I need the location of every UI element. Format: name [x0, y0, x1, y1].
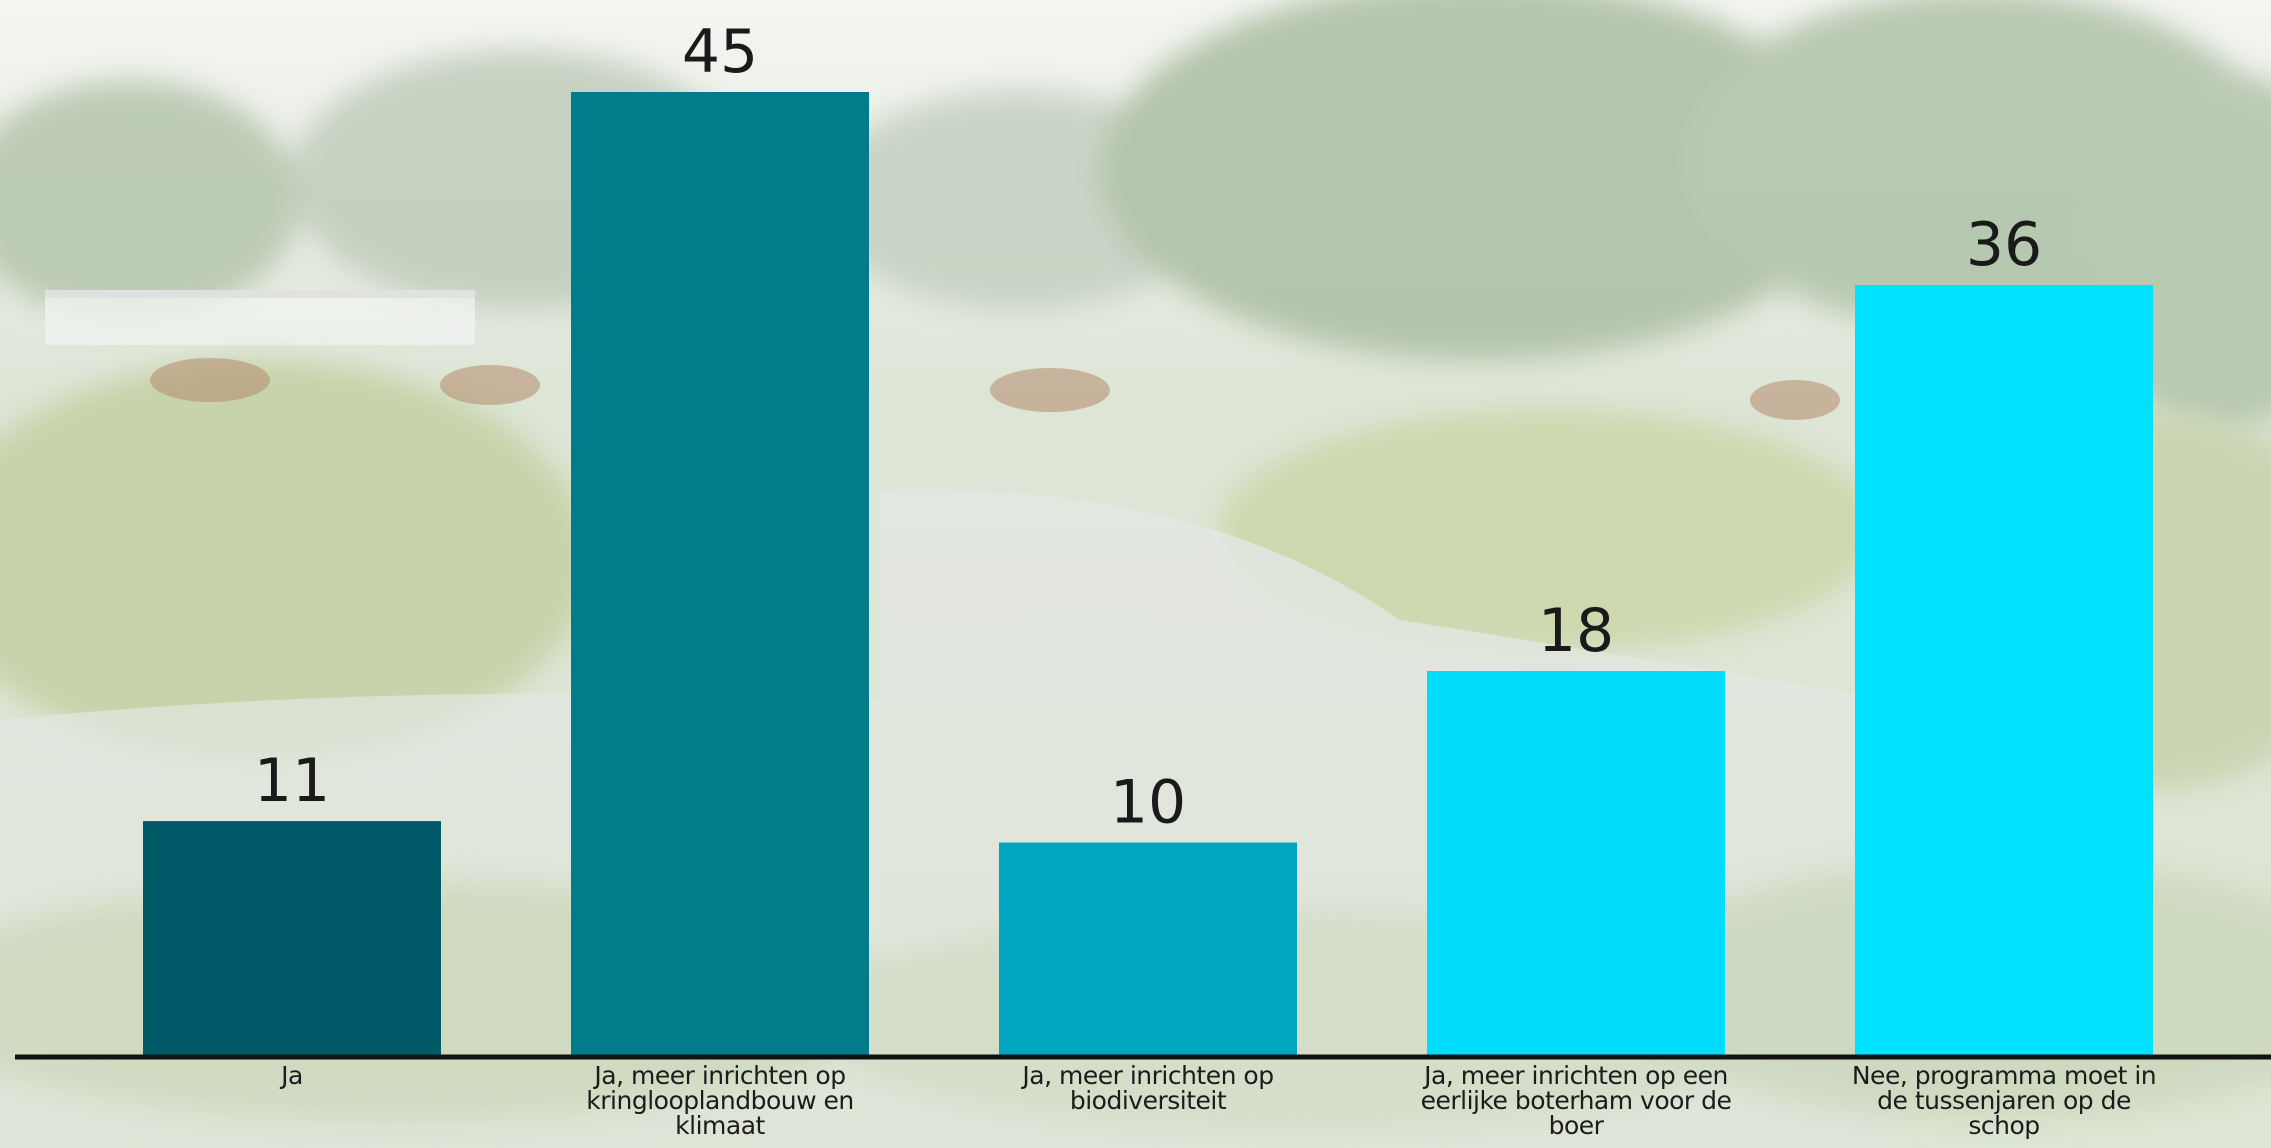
bar-3: [999, 842, 1297, 1057]
category-label-5: Nee, programma moet in de tussenjaren op…: [1851, 1061, 2157, 1140]
category-label-3: Ja, meer inrichten op biodiversiteit: [1022, 1061, 1274, 1115]
bars-layer: [143, 92, 2153, 1057]
value-label-4: 18: [1538, 596, 1614, 666]
category-label-2: Ja, meer inrichten op kringlooplandbouw …: [586, 1061, 854, 1140]
category-label-1: Ja: [281, 1061, 303, 1090]
category-label-4: Ja, meer inrichten op een eerlijke boter…: [1420, 1061, 1732, 1140]
bar-5: [1855, 285, 2153, 1057]
value-label-5: 36: [1966, 210, 2042, 280]
bar-2: [571, 92, 869, 1057]
bar-1: [143, 821, 441, 1057]
bar-4: [1427, 671, 1725, 1057]
value-label-3: 10: [1110, 768, 1186, 838]
value-labels-layer: 11 45 10 18 36: [254, 17, 2042, 838]
value-label-1: 11: [254, 746, 330, 816]
value-label-2: 45: [682, 17, 758, 87]
